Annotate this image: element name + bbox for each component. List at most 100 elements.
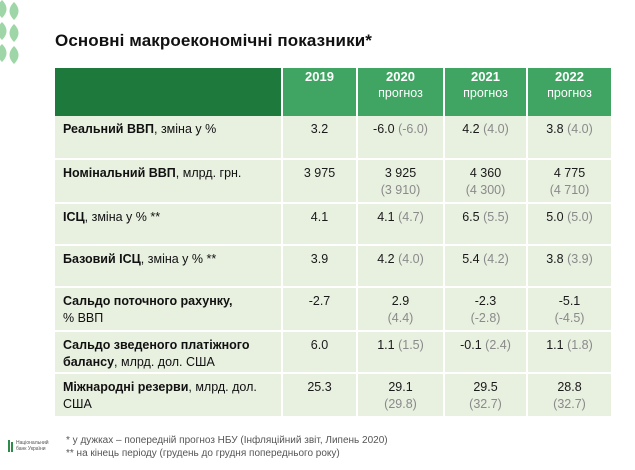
value-2021: 4.2 (4.0) xyxy=(445,116,528,160)
row-label-bold: Реальний ВВП xyxy=(63,122,154,136)
value-2019: 25.3 xyxy=(283,374,358,418)
header-label-cell xyxy=(55,68,283,116)
previous-forecast: (1.8) xyxy=(567,338,593,352)
value-2022: 4 775 (4 710) xyxy=(528,160,611,204)
current-forecast: 29.5 xyxy=(473,380,498,394)
current-forecast: 1.1 xyxy=(546,338,564,352)
current-forecast: 4 775 xyxy=(553,166,586,180)
value-2022: 3.8 (4.0) xyxy=(528,116,611,160)
current-forecast: 4.2 xyxy=(377,252,395,266)
value-2021: -0.1 (2.4) xyxy=(445,332,528,374)
previous-forecast: (29.8) xyxy=(384,397,417,411)
table-header-row: 2019 2020 прогноз 2021 прогноз 2022 прог… xyxy=(55,68,611,116)
row-label-bold: Сальдо поточного рахунку, xyxy=(63,294,233,308)
value-2020: 2.9 (4.4) xyxy=(358,288,445,332)
logo-line-1: Національний xyxy=(16,440,49,446)
previous-forecast: (4.0) xyxy=(398,252,424,266)
value-2020: -6.0 (-6.0) xyxy=(358,116,445,160)
year-note: прогноз xyxy=(547,86,592,100)
previous-forecast: (4.0) xyxy=(567,122,593,136)
previous-forecast: (1.5) xyxy=(398,338,424,352)
value-2019: 3 975 xyxy=(283,160,358,204)
previous-forecast: (4.4) xyxy=(387,311,414,325)
previous-forecast: (5.5) xyxy=(483,210,509,224)
row-label-rest: , зміна у % ** xyxy=(140,252,217,266)
previous-forecast: (32.7) xyxy=(469,397,502,411)
row-label: Міжнародні резерви, млрд. дол. США xyxy=(55,374,283,418)
previous-forecast: (4 300) xyxy=(465,183,506,197)
current-forecast: 4.2 xyxy=(462,122,480,136)
value-2019: 3.9 xyxy=(283,246,358,288)
current-forecast: 3.8 xyxy=(546,122,564,136)
current-forecast: 4 360 xyxy=(469,166,502,180)
value-2019: 3.2 xyxy=(283,116,358,160)
row-label-rest: , млрд. дол. США xyxy=(63,380,257,411)
value-2020: 4.2 (4.0) xyxy=(358,246,445,288)
previous-forecast: (5.0) xyxy=(567,210,593,224)
value-2021: 6.5 (5.5) xyxy=(445,204,528,246)
previous-forecast: (3 910) xyxy=(380,183,421,197)
header-year-2021: 2021 прогноз xyxy=(445,68,528,116)
header-year-2022: 2022 прогноз xyxy=(528,68,611,116)
previous-forecast: (2.4) xyxy=(485,338,511,352)
previous-forecast: (-4.5) xyxy=(554,311,585,325)
current-forecast: 29.1 xyxy=(388,380,413,394)
row-label: Базовий ІСЦ, зміна у % ** xyxy=(55,246,283,288)
row-label-rest: , зміна у % ** xyxy=(84,210,161,224)
value-2019: -2.7 xyxy=(283,288,358,332)
row-label: Реальний ВВП, зміна у % xyxy=(55,116,283,160)
value-2021: 4 360 (4 300) xyxy=(445,160,528,204)
previous-forecast: (4.0) xyxy=(483,122,509,136)
row-label-bold: Сальдо зведеного платіжного балансу xyxy=(63,338,250,369)
table-row: Базовий ІСЦ, зміна у % ** 3.9 4.2 (4.0) … xyxy=(55,246,611,288)
row-label-rest: , млрд. дол. США xyxy=(114,355,215,369)
value-2021: 29.5 (32.7) xyxy=(445,374,528,418)
value-2022: 5.0 (5.0) xyxy=(528,204,611,246)
current-forecast: 3.8 xyxy=(546,252,564,266)
row-label: ІСЦ, зміна у % ** xyxy=(55,204,283,246)
macro-indicators-table: 2019 2020 прогноз 2021 прогноз 2022 прог… xyxy=(55,68,611,418)
value-2021: 5.4 (4.2) xyxy=(445,246,528,288)
previous-forecast: (-2.8) xyxy=(470,311,501,325)
current-forecast: -6.0 xyxy=(373,122,395,136)
table-row: Міжнародні резерви, млрд. дол. США 25.3 … xyxy=(55,374,611,418)
previous-forecast: (-6.0) xyxy=(398,122,428,136)
current-forecast: 4.1 xyxy=(377,210,395,224)
footnote-2: ** на кінець періоду (грудень до грудня … xyxy=(66,448,340,459)
value-2020: 3 925 (3 910) xyxy=(358,160,445,204)
value-2021: -2.3 (-2.8) xyxy=(445,288,528,332)
current-forecast: 2.9 xyxy=(391,294,410,308)
row-label-rest: , млрд. грн. xyxy=(175,166,242,180)
value-2022: 3.8 (3.9) xyxy=(528,246,611,288)
value-2019: 4.1 xyxy=(283,204,358,246)
footnote-1: * у дужках – попередній прогноз НБУ (Інф… xyxy=(66,435,388,446)
row-label-rest: % ВВП xyxy=(63,311,104,325)
row-label-bold: Базовий ІСЦ xyxy=(63,252,141,266)
current-forecast: 3 925 xyxy=(384,166,417,180)
header-year-2019: 2019 xyxy=(283,68,358,116)
year-label: 2021 xyxy=(471,69,500,84)
table-row: Номінальний ВВП, млрд. грн. 3 975 3 925 (… xyxy=(55,160,611,204)
previous-forecast: (4.7) xyxy=(398,210,424,224)
current-forecast: 1.1 xyxy=(377,338,395,352)
current-forecast: -2.3 xyxy=(474,294,497,308)
value-2020: 29.1 (29.8) xyxy=(358,374,445,418)
row-label: Номінальний ВВП, млрд. грн. xyxy=(55,160,283,204)
year-note: прогноз xyxy=(463,86,508,100)
row-label-bold: Номінальний ВВП xyxy=(63,166,176,180)
value-2022: 1.1 (1.8) xyxy=(528,332,611,374)
previous-forecast: (4 710) xyxy=(549,183,590,197)
value-2020: 1.1 (1.5) xyxy=(358,332,445,374)
nbu-logo: Національний банк України xyxy=(8,440,53,452)
row-label-rest: , зміна у % xyxy=(154,122,217,136)
row-label: Сальдо зведеного платіжного балансу, млр… xyxy=(55,332,283,374)
year-note: прогноз xyxy=(378,86,423,100)
value-2019: 6.0 xyxy=(283,332,358,374)
current-forecast: -5.1 xyxy=(558,294,581,308)
page-title: Основні макроекономічні показники* xyxy=(55,31,372,50)
previous-forecast: (3.9) xyxy=(567,252,593,266)
current-forecast: 28.8 xyxy=(557,380,582,394)
table-row: Сальдо зведеного платіжного балансу, млр… xyxy=(55,332,611,374)
value-2020: 4.1 (4.7) xyxy=(358,204,445,246)
table-row: Реальний ВВП, зміна у % 3.2 -6.0 (-6.0) … xyxy=(55,116,611,160)
